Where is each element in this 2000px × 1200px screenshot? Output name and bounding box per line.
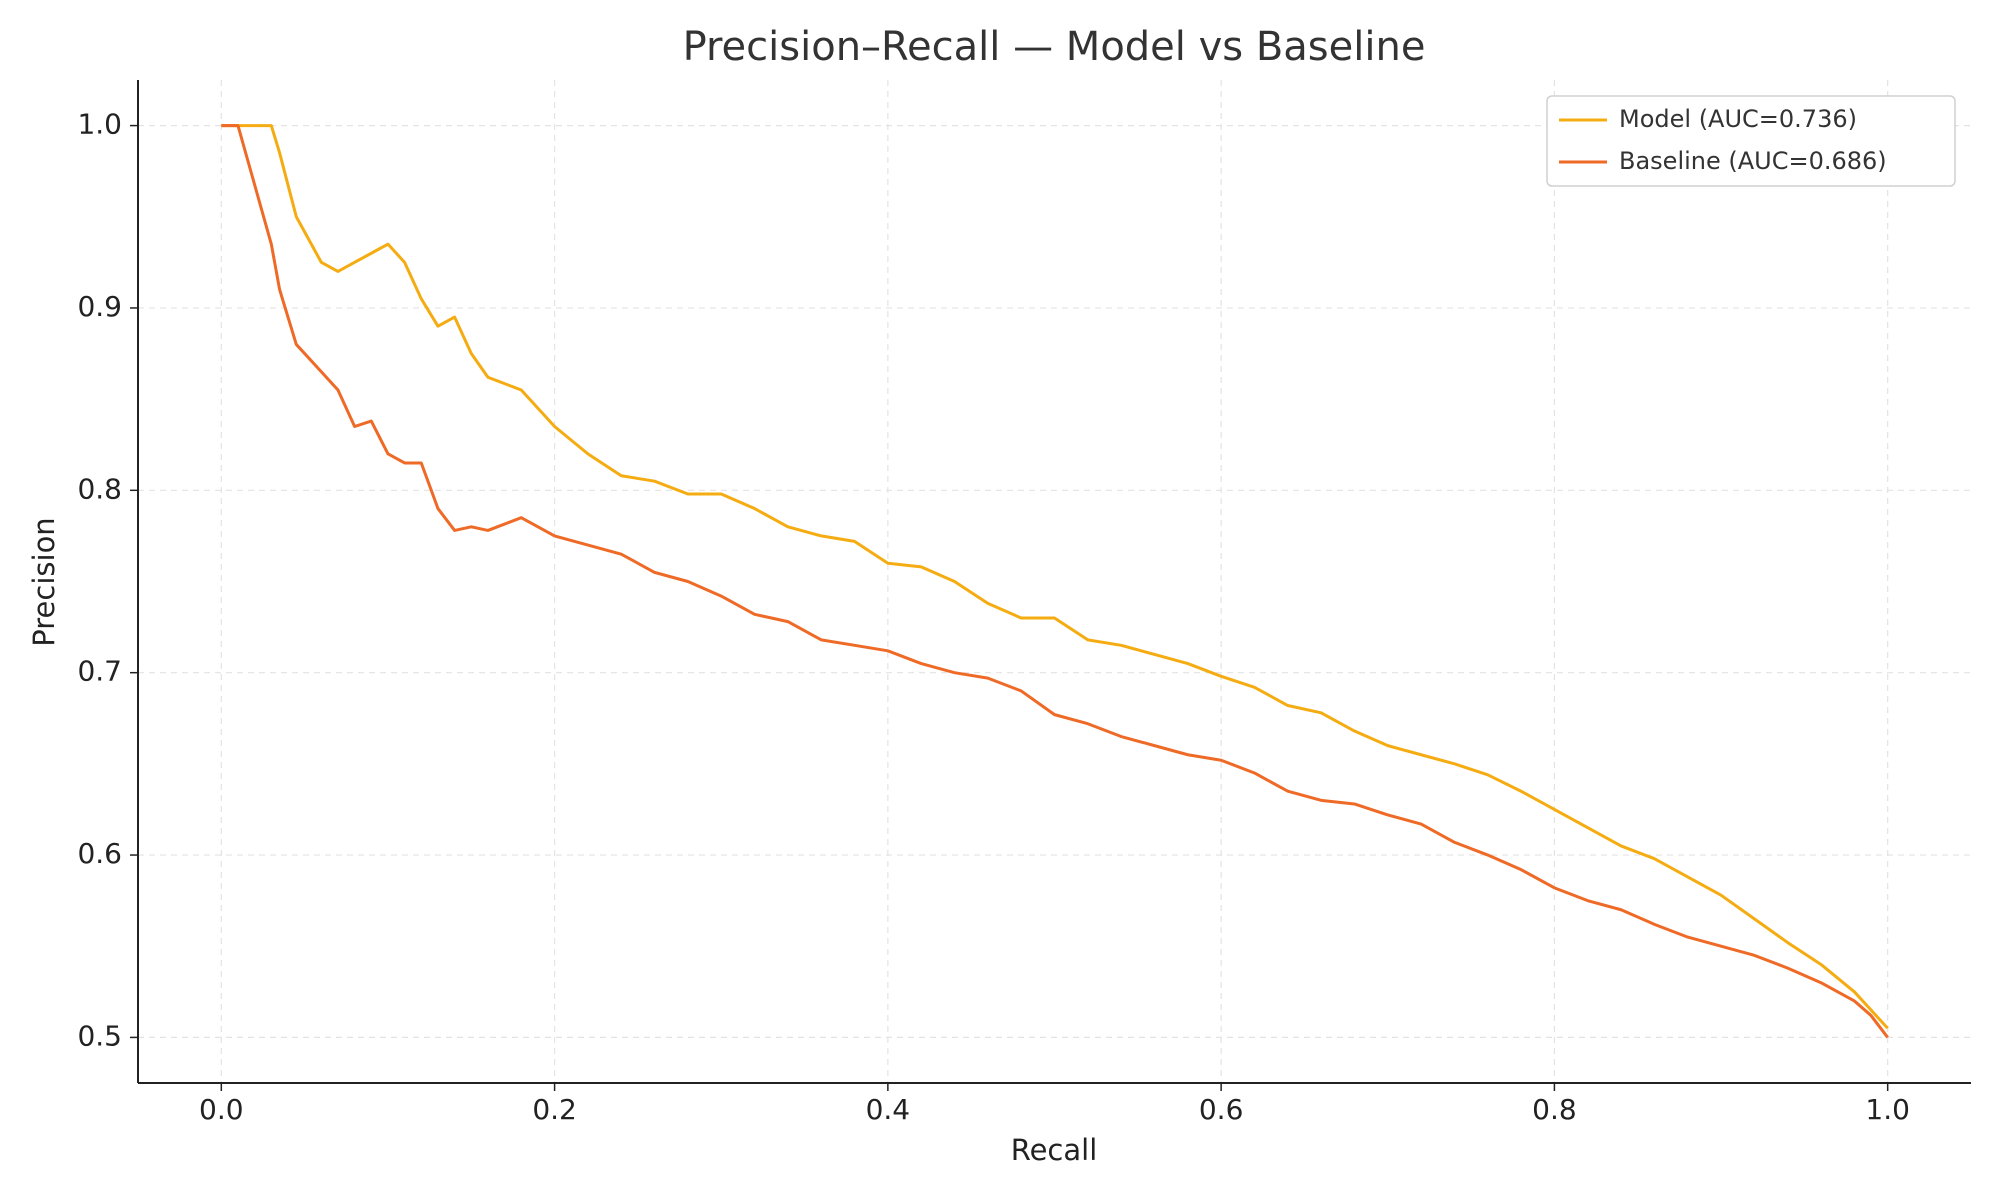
series-line [221, 124, 1889, 1039]
y-tick-label: 0.5 [77, 1019, 122, 1052]
series-line [221, 124, 1889, 1030]
y-tick-label: 1.0 [77, 108, 122, 141]
y-tick-label: 0.8 [77, 472, 122, 505]
x-tick-label: 0.4 [866, 1093, 911, 1126]
x-tick-label: 0.2 [532, 1093, 577, 1126]
legend-label: Baseline (AUC=0.686) [1619, 147, 1887, 175]
x-axis-label: Recall [1011, 1133, 1098, 1167]
x-tick-label: 0.6 [1199, 1093, 1244, 1126]
x-tick-label: 0.8 [1532, 1093, 1577, 1126]
chart-title: Precision–Recall — Model vs Baseline [683, 24, 1426, 70]
legend-box [1546, 95, 1956, 187]
y-axis-label: Precision [27, 517, 61, 646]
y-tick-label: 0.9 [77, 290, 122, 323]
legend: Model (AUC=0.736) Baseline (AUC=0.686) [1546, 95, 1956, 187]
legend-label: Model (AUC=0.736) [1619, 105, 1857, 133]
x-tick-label: 1.0 [1865, 1093, 1910, 1126]
y-tick-label: 0.7 [77, 655, 122, 688]
y-tick-label: 0.6 [77, 837, 122, 870]
x-tick-label: 0.0 [199, 1093, 244, 1126]
